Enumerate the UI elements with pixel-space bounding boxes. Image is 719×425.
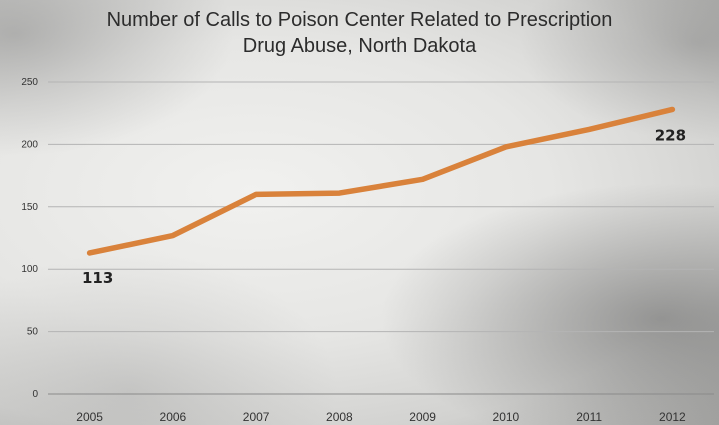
data-label-2005: 113 xyxy=(82,269,113,287)
data-point-2011 xyxy=(586,126,592,132)
data-label-2012: 228 xyxy=(655,126,686,144)
data-point-2005 xyxy=(87,250,93,256)
series-layer xyxy=(86,106,676,256)
x-tick-label-2010: 2010 xyxy=(493,410,520,424)
axis-tick-labels: 0 50 100 150 200 250 2005 2006 2007 2008 2009 2010 2… xyxy=(21,77,686,424)
data-point-2008 xyxy=(336,190,342,196)
y-tick-label-100: 100 xyxy=(21,264,38,275)
series-line-0 xyxy=(86,106,676,256)
chart-title-line-1: Number of Calls to Poison Center Related… xyxy=(106,9,613,31)
data-point-2010 xyxy=(503,144,509,150)
y-tick-label-250: 250 xyxy=(21,77,38,88)
chart-title: Number of Calls to Poison Center Related… xyxy=(0,7,719,59)
x-tick-label-2007: 2007 xyxy=(243,410,270,424)
data-point-2012 xyxy=(669,106,675,112)
x-tick-label-2012: 2012 xyxy=(659,410,686,424)
data-point-2009 xyxy=(420,176,426,182)
x-tick-label-2009: 2009 xyxy=(409,410,436,424)
y-tick-label-0: 0 xyxy=(32,389,38,400)
x-tick-label-2008: 2008 xyxy=(326,410,353,424)
x-tick-label-2011: 2011 xyxy=(576,410,602,424)
data-point-2006 xyxy=(170,233,176,239)
x-tick-label-2006: 2006 xyxy=(160,410,187,424)
x-tick-label-2005: 2005 xyxy=(76,410,103,424)
y-tick-label-150: 150 xyxy=(21,202,38,213)
y-tick-label-200: 200 xyxy=(21,139,38,150)
data-labels: 113 228 xyxy=(82,126,686,287)
chart-title-line-2: Drug Abuse, North Dakota xyxy=(242,35,477,57)
data-point-2007 xyxy=(253,191,259,197)
y-tick-label-50: 50 xyxy=(27,327,39,338)
gridlines xyxy=(48,81,714,395)
